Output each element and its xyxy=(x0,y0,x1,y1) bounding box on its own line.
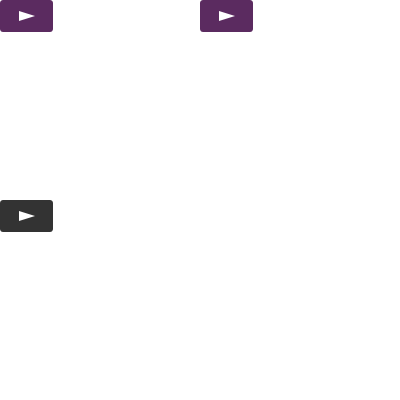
play-button-3[interactable] xyxy=(0,200,53,232)
play-button-2[interactable] xyxy=(200,0,253,32)
play-icon xyxy=(18,11,35,21)
play-button-1[interactable] xyxy=(0,0,53,32)
play-icon xyxy=(218,11,235,21)
play-icon xyxy=(18,211,35,221)
